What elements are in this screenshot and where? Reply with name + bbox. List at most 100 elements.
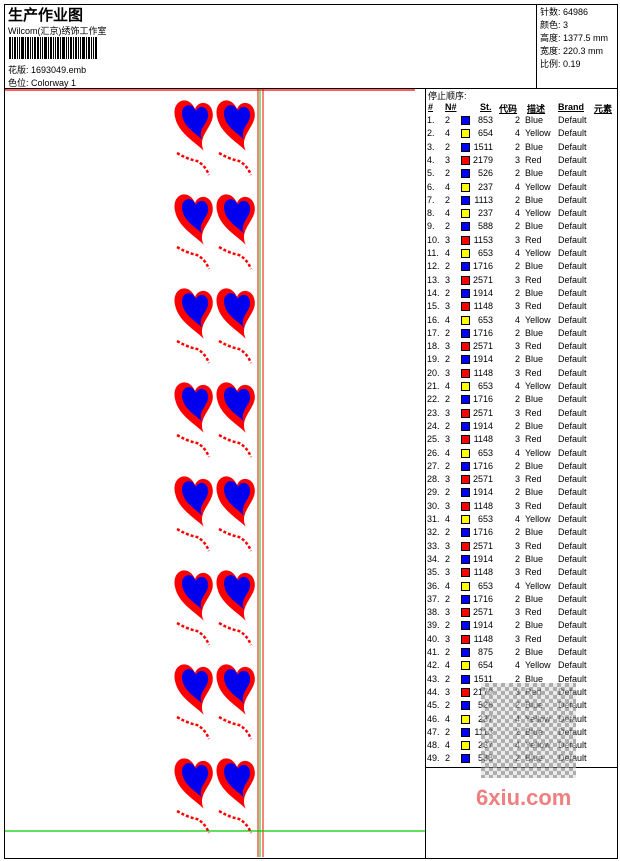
- stop-sequence-title: 停止顺序:: [428, 91, 467, 101]
- color-swatch: [461, 714, 470, 724]
- row-index: 17.: [427, 327, 440, 338]
- row-index: 32.: [427, 527, 440, 538]
- needle-number: 4: [445, 208, 451, 219]
- info-label: 颜色:: [540, 20, 561, 30]
- color-description: Yellow: [525, 314, 551, 325]
- barcode-bar: [78, 37, 79, 59]
- barcode-bar: [34, 37, 36, 59]
- color-description: Blue: [525, 553, 544, 564]
- barcode-bar: [60, 37, 61, 59]
- stitch-count: 1716: [473, 593, 494, 604]
- page-title: 生产作业图: [8, 7, 84, 24]
- stitch-count: 1716: [473, 327, 494, 338]
- file-name: 1693049.emb: [31, 65, 87, 75]
- needle-number: 4: [445, 381, 451, 391]
- barcode-bar: [55, 37, 56, 59]
- table-row: 6. 4 237 4 Yellow Default: [427, 182, 617, 195]
- stitch-count: 2571: [473, 607, 494, 618]
- needle-number: 3: [445, 434, 451, 445]
- table-row: 31. 4 653 4 Yellow Default: [427, 514, 617, 527]
- barcode-bar: [21, 37, 24, 59]
- barcode-bar: [48, 37, 49, 59]
- color-description: Blue: [525, 647, 544, 657]
- color-code: 2: [515, 673, 521, 684]
- brand: Default: [558, 274, 587, 285]
- color-code: 3: [515, 474, 521, 485]
- brand: Default: [558, 673, 587, 684]
- barcode-bar: [75, 37, 77, 59]
- needle-number: 2: [445, 673, 451, 684]
- color-code: 3: [515, 500, 521, 511]
- barcode-bar: [42, 37, 43, 59]
- brand: Default: [558, 115, 587, 125]
- column-header: Brand: [558, 102, 585, 112]
- barcode: [9, 37, 119, 59]
- color-swatch: [461, 488, 470, 498]
- brand: Default: [558, 181, 587, 192]
- brand: Default: [558, 234, 587, 245]
- paisley-inner: [224, 575, 251, 610]
- table-row: 8. 4 237 4 Yellow Default: [427, 208, 617, 221]
- color-swatch: [461, 328, 470, 338]
- stitch-count: 1914: [473, 487, 494, 498]
- table-row: 12. 2 1716 2 Blue Default: [427, 261, 617, 274]
- colorway-label: 色位:: [8, 78, 29, 88]
- color-swatch: [461, 475, 470, 485]
- color-code: 4: [515, 128, 521, 139]
- vine-stroke: [218, 433, 253, 458]
- stitch-count: 653: [477, 314, 493, 325]
- needle-number: 3: [445, 500, 451, 511]
- color-swatch: [461, 129, 470, 139]
- paisley-inner: [224, 481, 251, 516]
- barcode-bar: [12, 37, 13, 59]
- table-row: 23. 3 2571 3 Red Default: [427, 408, 617, 421]
- color-code: 2: [515, 420, 521, 431]
- row-index: 11.: [427, 248, 439, 258]
- row-index: 14.: [427, 287, 440, 298]
- color-description: Red: [525, 407, 542, 418]
- color-code: 4: [515, 181, 521, 192]
- needle-number: 2: [445, 487, 451, 498]
- table-row: 25. 3 1148 3 Red Default: [427, 434, 617, 447]
- needle-number: 3: [445, 567, 451, 578]
- needle-number: 4: [445, 248, 451, 258]
- table-row: 14. 2 1914 2 Blue Default: [427, 288, 617, 301]
- barcode-bar: [88, 37, 90, 59]
- embroidery-preview: [5, 89, 425, 857]
- table-row: 21. 4 653 4 Yellow Default: [427, 381, 617, 394]
- brand: Default: [558, 580, 587, 591]
- row-index: 41.: [427, 647, 440, 657]
- needle-number: 4: [445, 660, 451, 671]
- table-row: 17. 2 1716 2 Blue Default: [427, 328, 617, 341]
- stitch-count: 1914: [473, 420, 494, 431]
- stitch-count: 1716: [473, 394, 494, 405]
- row-index: 2.: [427, 128, 435, 139]
- info-row: 颜色: 3: [540, 19, 615, 32]
- brand: Default: [558, 248, 587, 258]
- stitch-count: 1148: [473, 367, 493, 378]
- needle-number: 2: [445, 394, 451, 405]
- color-code: 2: [515, 327, 521, 338]
- info-value: 64986: [563, 7, 589, 17]
- vine-stroke: [176, 621, 211, 646]
- table-row: 20. 3 1148 3 Red Default: [427, 368, 617, 381]
- color-description: Yellow: [525, 514, 551, 524]
- color-swatch: [461, 116, 470, 125]
- row-index: 5.: [427, 168, 435, 179]
- row-index: 1.: [427, 115, 435, 125]
- brand: Default: [558, 607, 587, 618]
- brand: Default: [558, 500, 587, 511]
- brand: Default: [558, 314, 587, 325]
- vine-stroke: [218, 527, 253, 552]
- paisley-inner: [182, 669, 209, 704]
- paisley-inner: [182, 575, 209, 610]
- needle-number: 2: [445, 527, 451, 538]
- row-index: 7.: [427, 194, 435, 205]
- row-index: 29.: [427, 487, 440, 498]
- needle-number: 2: [445, 753, 451, 764]
- color-swatch: [461, 262, 470, 272]
- color-swatch: [461, 541, 470, 551]
- row-index: 22.: [427, 394, 440, 405]
- barcode-bar: [93, 37, 94, 59]
- needle-number: 4: [445, 713, 451, 724]
